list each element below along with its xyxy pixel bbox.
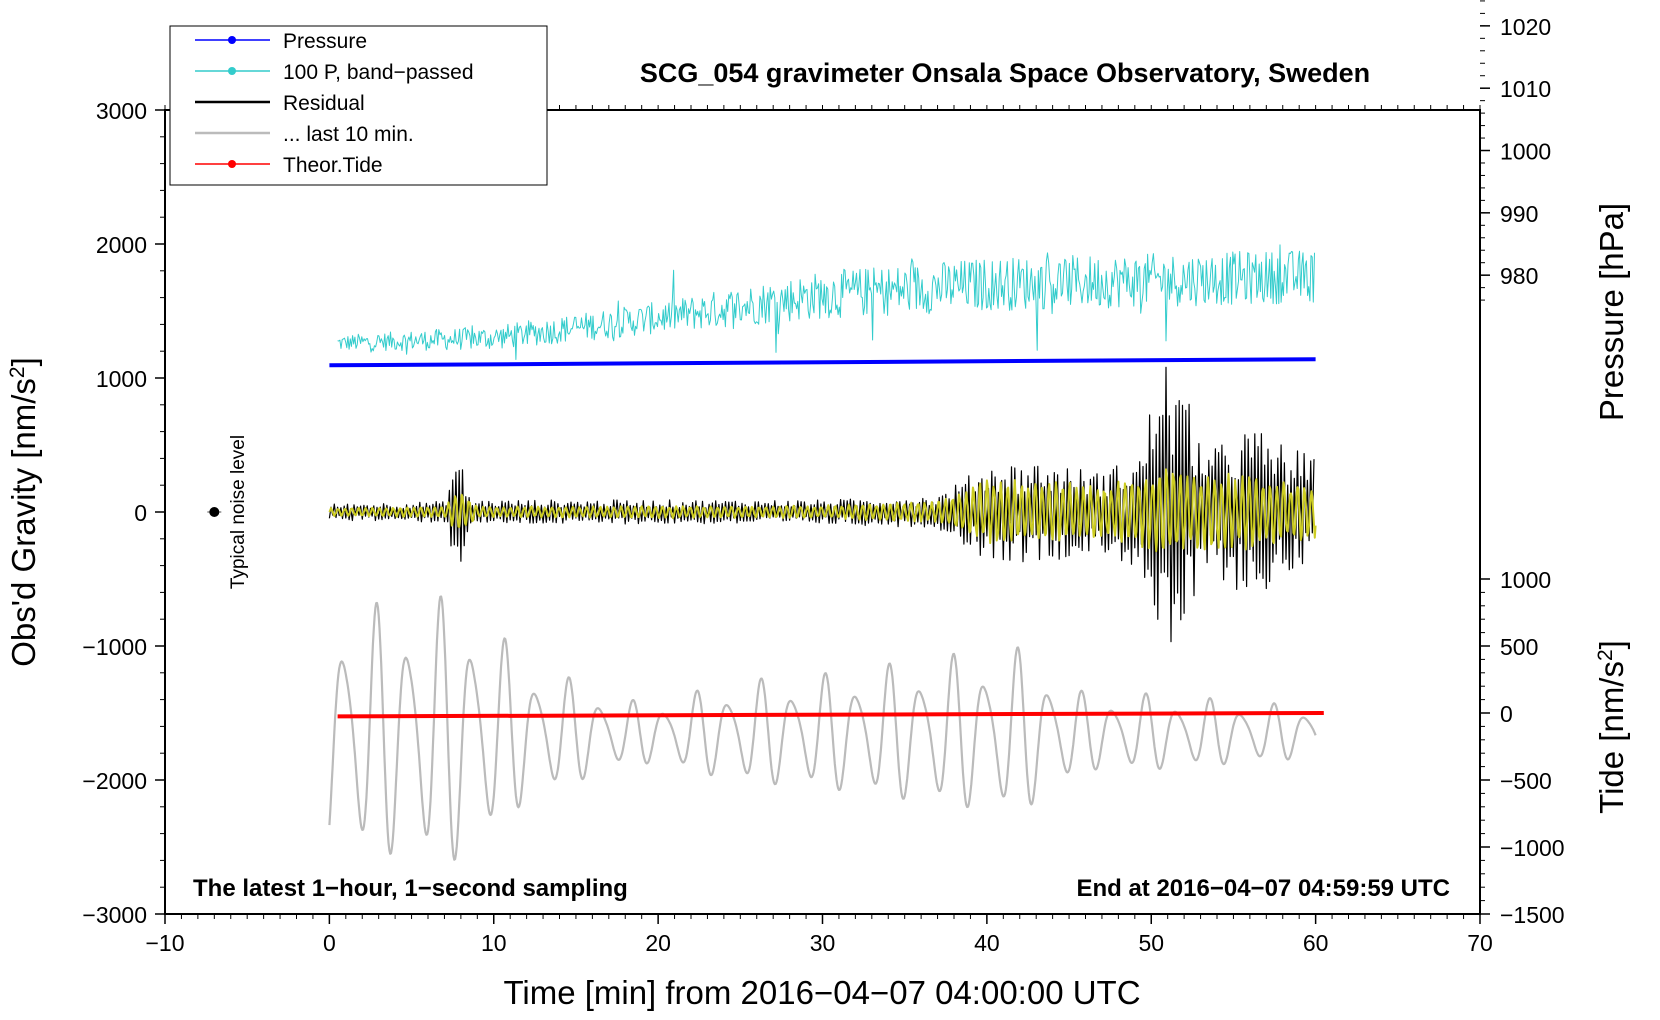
tide-tick-label: −500 — [1500, 768, 1552, 794]
data-layer — [328, 244, 1324, 861]
y-tick-label: −3000 — [82, 902, 147, 928]
pressure-tick-label: 1000 — [1500, 139, 1551, 165]
legend-label-last-10-min: ... last 10 min. — [283, 123, 414, 146]
y-tick-label: −2000 — [82, 768, 147, 794]
x-tick-label: 0 — [323, 930, 336, 956]
series-residual-line — [328, 366, 1315, 643]
legend-marker-pressure — [228, 36, 236, 44]
series-last-10-min-line — [328, 595, 1317, 861]
y-tick-label: 1000 — [96, 366, 147, 392]
pressure-axis-label: Pressure [hPa] — [1593, 203, 1630, 421]
series-band-passed-pressure-line — [337, 244, 1315, 360]
end-time-note: End at 2016−04−07 04:59:59 UTC — [1076, 875, 1450, 902]
x-axis-label: Time [min] from 2016−04−07 04:00:00 UTC — [503, 974, 1140, 1011]
y-tick-label: 0 — [134, 500, 147, 526]
series-residual-filtered-line — [328, 468, 1317, 553]
y-axis-label: Obs'd Gravity [nm/s2] — [5, 357, 42, 667]
x-tick-label: 30 — [810, 930, 836, 956]
series-theor-tide-line — [337, 711, 1324, 719]
y-tick-label: −1000 — [82, 634, 147, 660]
x-tick-label: 40 — [974, 930, 1000, 956]
sampling-note: The latest 1−hour, 1−second sampling — [193, 875, 628, 902]
legend-label-band-passed: 100 P, band−passed — [283, 61, 474, 84]
tide-tick-label: −1500 — [1500, 902, 1565, 928]
legend-label-residual: Residual — [283, 92, 365, 115]
tide-axis-label-main: Tide [nm/s — [1593, 661, 1630, 814]
tide-tick-label: −1000 — [1500, 835, 1565, 861]
tide-axis-label-close: ] — [1593, 640, 1630, 649]
tide-axis-label-sup: 2 — [1594, 649, 1617, 661]
y-tick-label: 3000 — [96, 98, 147, 124]
legend: Pressure 100 P, band−passed Residual ...… — [169, 25, 548, 186]
legend-marker-theor-tide — [228, 160, 236, 168]
legend-label-theor-tide: Theor.Tide — [283, 154, 383, 177]
pressure-tick-label: 1020 — [1500, 14, 1551, 40]
pressure-tick-label: 980 — [1500, 263, 1538, 289]
y-axis-label-sup: 2 — [6, 366, 29, 378]
pressure-tick-label: 990 — [1500, 201, 1538, 227]
chart-title: SCG_054 gravimeter Onsala Space Observat… — [640, 58, 1370, 88]
tide-tick-label: 500 — [1500, 634, 1538, 660]
x-tick-label: −10 — [145, 930, 184, 956]
tide-axis-label: Tide [nm/s2] — [1593, 640, 1630, 814]
y-axis-label-main: Obs'd Gravity [nm/s — [5, 378, 42, 667]
y-axis-label-close: ] — [5, 357, 42, 366]
legend-box — [169, 25, 548, 186]
legend-label-pressure: Pressure — [283, 30, 367, 53]
x-tick-label: 20 — [645, 930, 671, 956]
tide-tick-label: 1000 — [1500, 567, 1551, 593]
x-tick-label: 10 — [481, 930, 507, 956]
x-tick-label: 60 — [1303, 930, 1329, 956]
x-tick-label: 70 — [1467, 930, 1493, 956]
noise-level-label: Typical noise level — [228, 435, 249, 589]
tide-tick-label: 0 — [1500, 701, 1513, 727]
y-tick-label: 2000 — [96, 232, 147, 258]
legend-marker-band-passed — [228, 67, 236, 75]
noise-level-marker — [209, 507, 220, 517]
axes-layer: −10 0 10 20 30 40 50 60 70−3000−2000−10000100020… — [82, 0, 1565, 956]
x-tick-label: 50 — [1138, 930, 1164, 956]
pressure-tick-label: 1010 — [1500, 76, 1551, 102]
series-pressure-line — [329, 357, 1316, 368]
